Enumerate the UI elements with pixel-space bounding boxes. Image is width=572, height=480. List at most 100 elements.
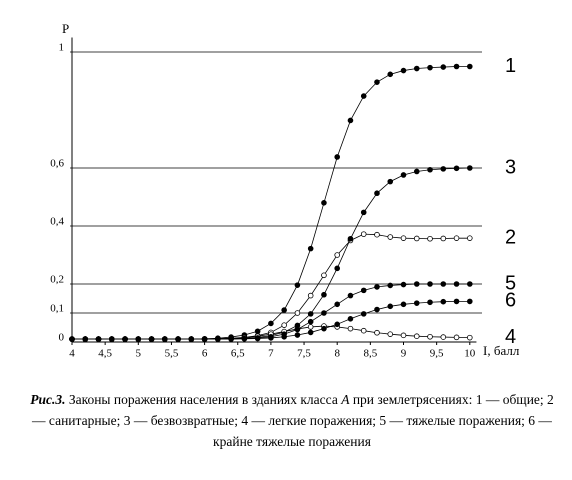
data-point — [427, 235, 433, 242]
data-point — [400, 281, 407, 288]
data-point — [175, 336, 181, 342]
data-point — [466, 235, 473, 241]
series-line — [72, 167, 470, 340]
data-point — [427, 64, 433, 71]
x-tick-label: 7,5 — [297, 348, 311, 360]
data-point — [440, 334, 447, 340]
data-point — [122, 336, 128, 342]
data-point — [440, 235, 447, 242]
data-point — [321, 310, 327, 316]
data-point — [268, 335, 274, 341]
data-point — [440, 298, 447, 305]
y-tick-label: 1 — [59, 42, 65, 54]
data-point — [334, 321, 341, 328]
data-point — [254, 335, 261, 342]
y-tick-label: 0 — [59, 332, 65, 344]
data-point — [413, 333, 420, 340]
data-point — [453, 298, 460, 305]
legend-label: 3 — [505, 156, 516, 178]
data-point — [201, 336, 208, 342]
data-point — [440, 64, 447, 70]
data-point — [188, 336, 195, 342]
caption-label: Рис.3. — [30, 392, 66, 407]
data-point — [321, 200, 327, 206]
data-point — [360, 93, 367, 99]
data-point — [334, 154, 341, 160]
series-line — [72, 66, 470, 340]
y-tick-label: 0,1 — [50, 303, 64, 315]
y-axis-label: P — [62, 21, 69, 36]
data-point — [82, 336, 89, 342]
data-point — [413, 300, 420, 306]
caption-text: Законы поражения населения в зданиях кла… — [65, 392, 342, 407]
data-point — [360, 209, 367, 216]
data-point — [334, 252, 341, 258]
data-point — [162, 336, 168, 342]
data-point — [466, 334, 473, 341]
data-point — [347, 292, 354, 299]
data-point — [387, 282, 394, 289]
data-point — [307, 292, 314, 299]
data-point — [374, 190, 380, 197]
data-point — [387, 234, 394, 240]
data-point — [360, 327, 367, 334]
data-point — [108, 336, 115, 342]
data-point — [413, 235, 420, 242]
x-tick-label: 6,5 — [231, 348, 245, 360]
data-point — [453, 334, 460, 341]
data-point — [466, 281, 473, 287]
data-point — [360, 311, 367, 317]
data-point — [374, 284, 380, 290]
data-point — [294, 326, 301, 333]
data-point — [400, 332, 407, 339]
x-tick-label: 6 — [202, 348, 208, 360]
data-point — [374, 306, 380, 313]
data-point — [321, 272, 327, 279]
legend-label: 4 — [505, 326, 516, 348]
data-point — [413, 281, 420, 287]
data-point — [334, 301, 341, 308]
data-point — [360, 231, 367, 237]
data-point — [334, 265, 341, 272]
data-point — [307, 324, 314, 330]
data-point — [466, 298, 473, 305]
data-point — [294, 282, 301, 288]
x-tick-label: 5,5 — [165, 348, 179, 360]
data-point — [294, 310, 301, 316]
x-tick-label: 9 — [401, 348, 407, 360]
caption: Рис.3. Законы поражения населения в здан… — [22, 389, 562, 452]
data-point — [228, 336, 234, 342]
data-point — [95, 336, 102, 342]
data-point — [215, 336, 221, 342]
data-point — [413, 65, 420, 72]
data-point — [307, 318, 314, 325]
data-point — [347, 235, 354, 242]
x-tick-label: 8 — [334, 348, 340, 360]
data-point — [307, 245, 314, 252]
x-tick-label: 5 — [136, 348, 142, 360]
y-tick-label: 0,4 — [50, 216, 64, 228]
data-point — [400, 235, 407, 241]
data-point — [374, 231, 380, 238]
data-point — [413, 168, 420, 175]
data-point — [268, 320, 274, 327]
data-point — [281, 333, 287, 340]
y-tick-label: 0,6 — [50, 158, 64, 170]
legend-label: 5 — [505, 272, 516, 294]
caption-text: при землетрясениях: 1 — общие; 2 — санит… — [32, 392, 554, 449]
legend-label: 6 — [505, 290, 516, 312]
data-point — [453, 165, 460, 172]
data-point — [466, 63, 473, 70]
data-point — [307, 329, 314, 336]
data-point — [148, 336, 155, 342]
x-tick-label: 4,5 — [98, 348, 112, 360]
data-point — [453, 281, 460, 287]
data-point — [427, 166, 433, 173]
data-point — [466, 165, 473, 171]
data-point — [453, 63, 460, 70]
y-tick-label: 0,2 — [50, 274, 64, 286]
data-point — [427, 299, 433, 306]
data-point — [374, 79, 380, 85]
data-point — [440, 281, 447, 287]
data-point — [387, 331, 394, 337]
